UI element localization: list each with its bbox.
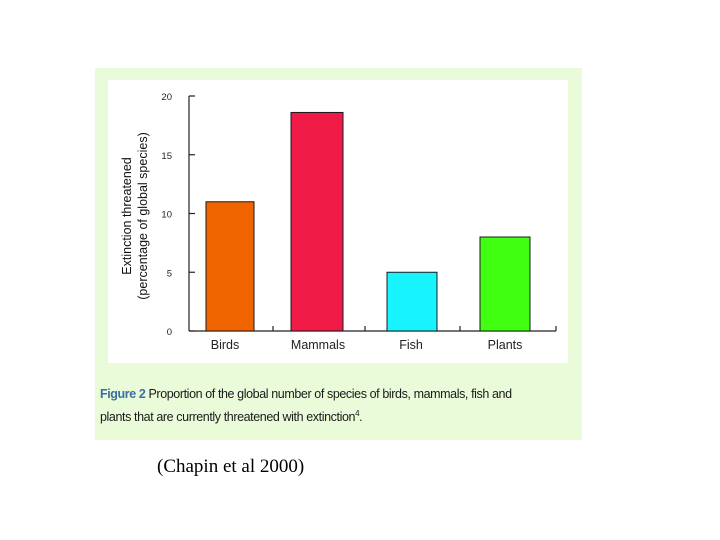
caption-footnote: 4	[355, 409, 360, 418]
citation: (Chapin et al 2000)	[157, 456, 305, 477]
y-tick-label: 20	[161, 92, 172, 103]
chart-labels: 0 5 10 15 20 Birds Mammals Fish Plants	[161, 92, 522, 352]
y-tick-label: 15	[161, 151, 172, 162]
bar-fish	[386, 271, 438, 332]
figure-label: Figure 2	[100, 387, 146, 401]
caption-end: .	[359, 410, 363, 425]
x-tick-label: Mammals	[291, 338, 345, 352]
bar-mammals	[290, 111, 344, 332]
caption-text-line1: Proportion of the global number of speci…	[145, 387, 512, 401]
y-tick-label: 10	[161, 210, 172, 221]
figure-caption: Figure 2 Proportion of the global number…	[100, 384, 570, 427]
caption-text-line2: plants that are currently threatened wit…	[100, 410, 356, 425]
x-tick-label: Fish	[399, 338, 423, 352]
x-tick-label: Plants	[488, 338, 523, 352]
y-axis-label-line1: Extinction threatened	[120, 157, 134, 274]
y-tick-label: 5	[167, 268, 172, 279]
y-axis-label-line2: (percentage of global species)	[136, 132, 150, 299]
chart-bars	[205, 111, 531, 332]
bar-birds	[205, 201, 255, 332]
y-tick-label: 0	[167, 327, 172, 338]
x-tick-label: Birds	[211, 338, 239, 352]
bar-plants	[479, 236, 531, 332]
